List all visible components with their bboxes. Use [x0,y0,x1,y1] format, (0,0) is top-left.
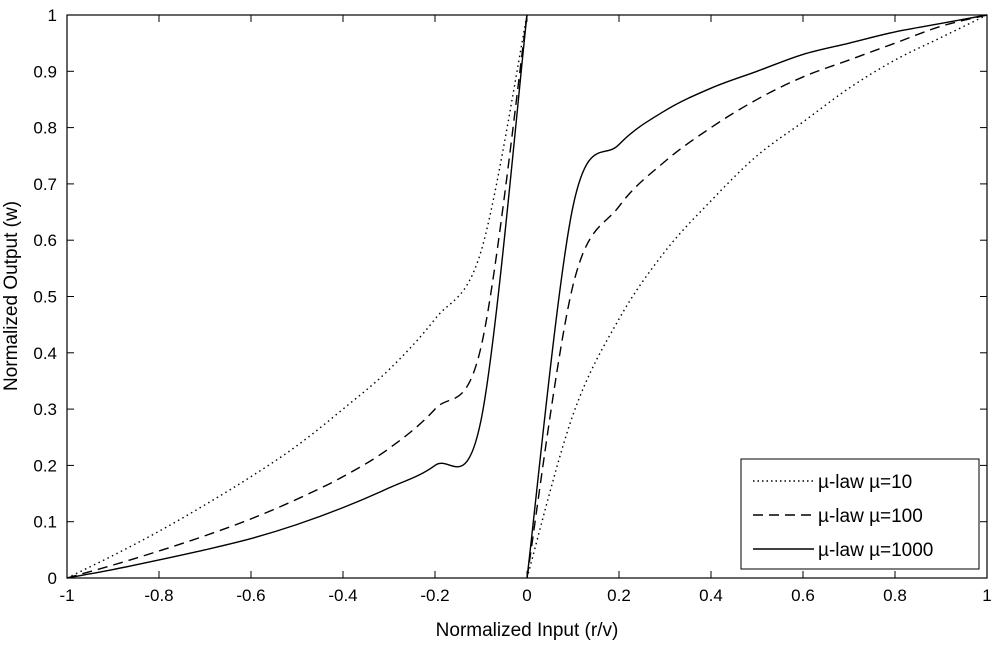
x-tick-label: -0.6 [236,586,265,605]
y-tick-label: 0.6 [33,231,57,250]
curve-mu-10-right [526,14,988,579]
y-tick-label: 0.7 [33,175,57,194]
x-tick-label: 0.4 [699,586,723,605]
curve-mu-1000-right [526,14,988,579]
legend-label-mu-100: µ-law µ=100 [818,506,923,527]
legend-label-mu-1000: µ-law µ=1000 [818,540,933,561]
y-tick-label: 0.4 [33,344,57,363]
y-tick-label: 0.5 [33,288,57,307]
x-tick-label: -1 [59,586,74,605]
x-axis-label: Normalized Input (r/v) [436,620,619,641]
y-tick-label: 0.9 [33,62,57,81]
legend-box [740,458,980,570]
x-tick-label: -0.2 [420,586,449,605]
curve-mu-100-left [66,14,528,579]
y-axis-label: Normalized Output (w) [1,201,22,391]
curve-mu-1000-left [66,14,528,579]
curve-mu-100-right [526,14,988,579]
y-tick-label: 0.8 [33,119,57,138]
legend-label-mu-10: µ-law µ=10 [818,472,912,493]
x-tick-label: 0 [522,586,531,605]
x-tick-label: 0.6 [791,586,815,605]
y-tick-label: 0.1 [33,513,57,532]
y-tick-label: 0.3 [33,400,57,419]
x-tick-label: 0.2 [607,586,631,605]
y-tick-label: 0 [48,569,57,588]
y-tick-label: 0.2 [33,456,57,475]
x-tick-label: -0.4 [328,586,357,605]
x-tick-label: 1 [982,586,991,605]
x-tick-label: 0.8 [883,586,907,605]
legend: µ-law µ=10 µ-law µ=100 µ-law µ=1000 [740,458,980,570]
x-tick-label: -0.8 [144,586,173,605]
y-tick-label: 1 [48,6,57,25]
